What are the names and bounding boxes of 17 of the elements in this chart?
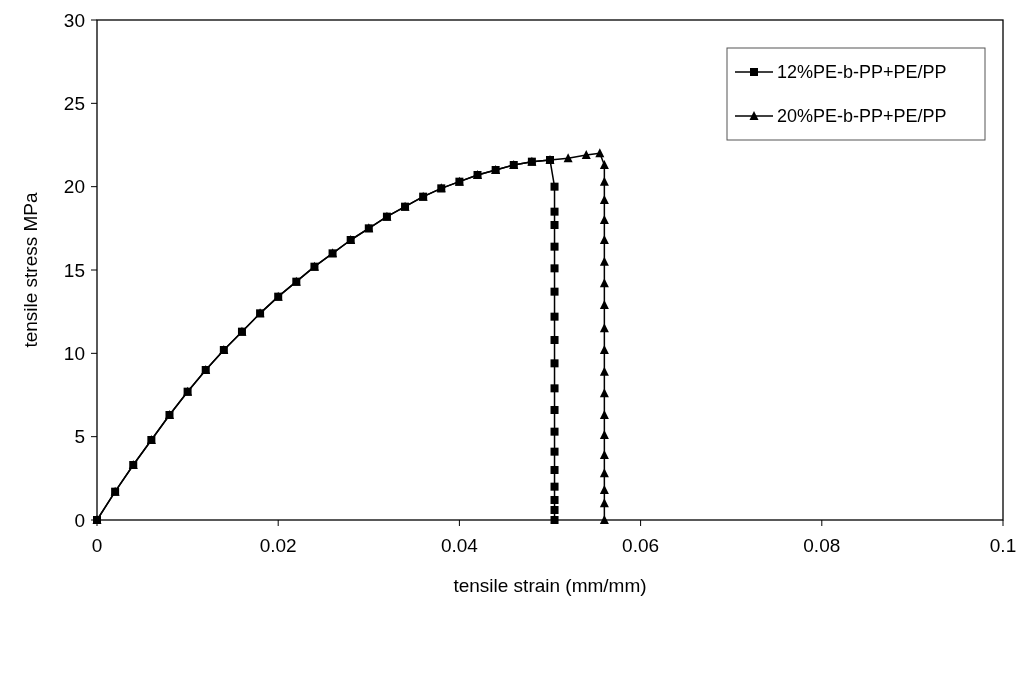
x-tick-label: 0.1 — [989, 535, 1017, 556]
x-tick-label: 0.02 — [259, 535, 297, 556]
y-tick-label: 5 — [74, 426, 85, 448]
legend-label: 12%PE-b-PP+PE/PP — [777, 62, 947, 83]
x-tick-label: 0.06 — [622, 535, 660, 556]
y-tick-label: 20 — [63, 176, 85, 198]
y-tick-label: 0 — [74, 509, 85, 531]
legend-label: 20%PE-b-PP+PE/PP — [777, 106, 947, 127]
x-axis-title: tensile strain (mm/mm) — [453, 575, 647, 596]
y-tick-label: 15 — [63, 259, 85, 281]
y-tick-label: 10 — [63, 342, 85, 364]
x-tick-label: 0 — [91, 535, 103, 556]
y-axis-title: tensile stress MPa — [20, 191, 41, 348]
x-tick-label: 0.08 — [803, 535, 841, 556]
y-tick-label: 30 — [63, 9, 85, 31]
y-tick-label: 25 — [63, 92, 85, 114]
x-tick-label: 0.04 — [440, 535, 479, 556]
